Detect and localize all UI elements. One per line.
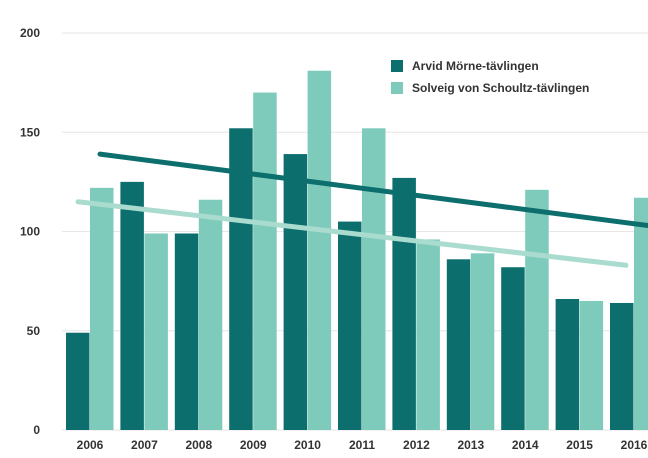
bar-series-1-2011 (362, 128, 386, 430)
bar-series-1-2013 (470, 253, 495, 430)
bar-series-0-2007 (120, 181, 144, 430)
legend: Arvid Mörne-tävlingen Solveig von Schoul… (391, 59, 589, 95)
y-tick-labels: 0 50 100 150 200 (20, 26, 40, 437)
y-tick-label: 0 (33, 423, 40, 437)
bar-series-1-2015 (579, 300, 604, 430)
x-tick-label: 2011 (349, 438, 375, 452)
legend-swatch-arvid (391, 60, 403, 72)
bar-series-1-2009 (253, 92, 277, 431)
trend-line-series-1 (75, 199, 629, 268)
x-tick-label: 2012 (403, 438, 430, 452)
trend-lines (75, 151, 648, 268)
x-tick-label: 2008 (185, 438, 212, 452)
bar-series-0-2010 (283, 154, 308, 430)
bar-series-1-2010 (307, 70, 332, 430)
x-tick-label: 2014 (512, 438, 539, 452)
bar-series-0-2012 (392, 177, 416, 430)
bars (66, 70, 648, 431)
trend-line-series-0 (97, 151, 648, 229)
x-tick-labels: 2006 2007 2008 2009 2010 2011 2012 2013 2014 2015… (77, 438, 648, 452)
bar-series-1-2008 (198, 199, 223, 430)
bar-series-1-2006 (90, 187, 114, 430)
x-tick-label: 2015 (566, 438, 593, 452)
bar-series-0-2014 (501, 267, 525, 430)
bar-series-0-2016 (610, 302, 634, 430)
bar-series-1-2016 (634, 197, 648, 430)
x-tick-label: 2006 (77, 438, 104, 452)
bar-series-0-2008 (174, 233, 199, 430)
bar-series-0-2006 (66, 332, 90, 430)
bar-series-1-2012 (416, 239, 440, 430)
bar-series-0-2011 (338, 221, 362, 430)
legend-swatch-solveig (391, 82, 403, 94)
x-tick-label: 2010 (294, 438, 321, 452)
y-tick-label: 50 (27, 324, 41, 338)
bar-series-1-2014 (525, 189, 549, 430)
bar-series-0-2013 (446, 259, 471, 430)
bar-series-0-2015 (555, 298, 580, 430)
legend-label-solveig: Solveig von Schoultz-tävlingen (412, 81, 589, 95)
y-tick-label: 100 (20, 225, 40, 239)
y-tick-label: 200 (20, 26, 40, 40)
y-tick-label: 150 (20, 125, 40, 139)
x-tick-label: 2013 (457, 438, 484, 452)
legend-label-arvid: Arvid Mörne-tävlingen (412, 59, 539, 73)
x-tick-label: 2016 (621, 438, 648, 452)
bar-series-1-2007 (144, 233, 168, 430)
bar-series-0-2009 (229, 128, 253, 430)
x-tick-label: 2009 (240, 438, 267, 452)
x-tick-label: 2007 (131, 438, 158, 452)
